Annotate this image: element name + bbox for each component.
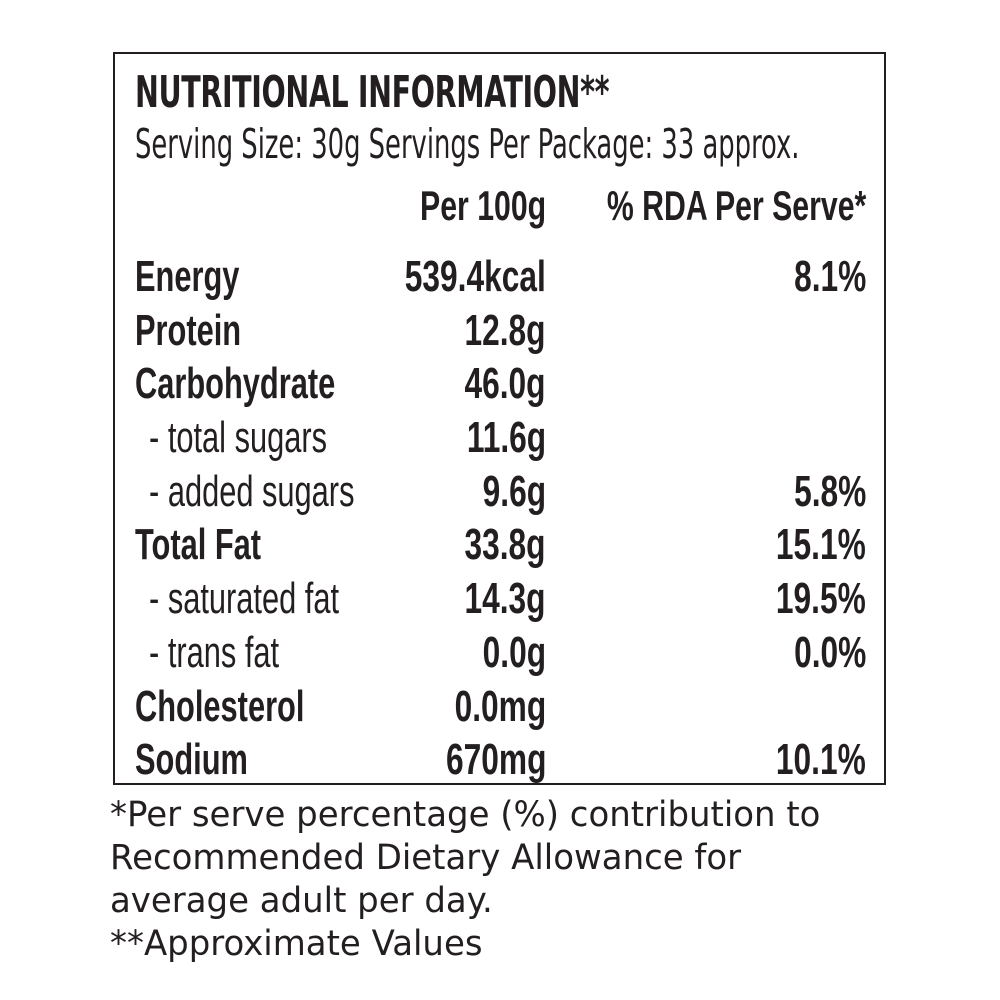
footnote-rda-line-2: Recommended Dietary Allowance for bbox=[110, 838, 742, 878]
nutrient-label: - saturated fat bbox=[149, 574, 340, 624]
nutrient-label: - total sugars bbox=[149, 413, 328, 463]
footnote-approximate: **Approximate Values bbox=[110, 924, 483, 964]
nutrient-label: Sodium bbox=[135, 735, 248, 785]
per-100g-value: 46.0g bbox=[464, 359, 546, 409]
per-100g-value: 0.0g bbox=[482, 627, 546, 677]
nutrient-table: Energy 539.4kcal 8.1% Protein 12.8g Carb… bbox=[115, 252, 884, 789]
rda-value: 8.1% bbox=[793, 252, 866, 301]
rda-value: 0.0% bbox=[793, 627, 866, 677]
nutrient-label: Protein bbox=[135, 305, 242, 355]
rda-value: 15.1% bbox=[776, 520, 866, 570]
per-100g-value: 33.8g bbox=[464, 520, 546, 570]
per-100g-value: 14.3g bbox=[464, 574, 546, 624]
column-header-per-100g: Per 100g bbox=[419, 182, 546, 229]
nutrient-row-added-sugars: - added sugars 9.6g 5.8% bbox=[115, 467, 884, 521]
nutrient-row-cholesterol: Cholesterol 0.0mg bbox=[115, 682, 884, 736]
per-100g-value: 11.6g bbox=[466, 413, 546, 463]
nutrient-row-sodium: Sodium 670mg 10.1% bbox=[115, 735, 884, 789]
nutrition-panel: NUTRITIONAL INFORMATION** Serving Size: … bbox=[113, 52, 886, 785]
column-header-rda: % RDA Per Serve* bbox=[606, 182, 866, 229]
per-100g-value: 9.6g bbox=[482, 466, 546, 516]
per-100g-value: 670mg bbox=[445, 735, 546, 785]
rda-value: 5.8% bbox=[793, 466, 866, 516]
nutrient-label: Carbohydrate bbox=[135, 359, 336, 409]
nutrient-label: Cholesterol bbox=[135, 681, 305, 731]
nutrient-row-protein: Protein 12.8g bbox=[115, 306, 884, 360]
nutrient-row-total-fat: Total Fat 33.8g 15.1% bbox=[115, 520, 884, 574]
serving-info: Serving Size: 30g Servings Per Package: … bbox=[135, 120, 800, 168]
nutrient-row-total-sugars: - total sugars 11.6g bbox=[115, 413, 884, 467]
nutrient-row-saturated-fat: - saturated fat 14.3g 19.5% bbox=[115, 574, 884, 628]
footnote-rda-line-1: *Per serve percentage (%) contribution t… bbox=[110, 795, 821, 835]
footnotes: *Per serve percentage (%) contribution t… bbox=[110, 794, 990, 966]
nutrient-label: Energy bbox=[135, 252, 240, 301]
nutrient-label: Total Fat bbox=[135, 520, 262, 570]
per-100g-value: 0.0mg bbox=[454, 681, 546, 731]
nutrient-label: - added sugars bbox=[149, 466, 355, 516]
nutrient-row-carbohydrate: Carbohydrate 46.0g bbox=[115, 359, 884, 413]
panel-title: NUTRITIONAL INFORMATION** bbox=[135, 67, 610, 118]
rda-value: 10.1% bbox=[776, 735, 866, 785]
rda-value: 19.5% bbox=[776, 574, 866, 624]
nutrient-label: - trans fat bbox=[149, 627, 280, 677]
nutrient-row-energy: Energy 539.4kcal 8.1% bbox=[115, 252, 884, 306]
per-100g-value: 539.4kcal bbox=[405, 252, 546, 301]
footnote-rda-line-3: average adult per day. bbox=[110, 881, 493, 921]
per-100g-value: 12.8g bbox=[464, 305, 546, 355]
nutrient-row-trans-fat: - trans fat 0.0g 0.0% bbox=[115, 628, 884, 682]
